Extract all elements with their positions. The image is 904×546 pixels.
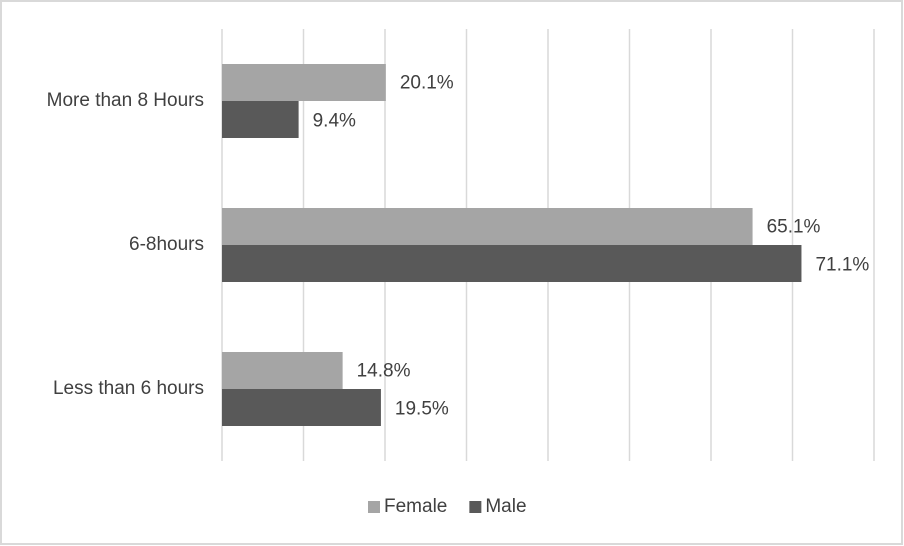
bar <box>222 245 802 282</box>
bar <box>222 101 299 138</box>
data-label: 71.1% <box>815 255 869 276</box>
data-label: 9.4% <box>313 111 356 132</box>
legend-label: Female <box>384 496 447 517</box>
bar <box>222 389 381 426</box>
y-tick-label: More than 8 Hours <box>47 90 204 111</box>
data-label: 19.5% <box>395 399 449 420</box>
bar <box>222 352 343 389</box>
legend-swatch <box>368 501 380 513</box>
data-label: 20.1% <box>400 73 454 94</box>
legend-label: Male <box>485 496 526 517</box>
bar <box>222 208 753 245</box>
bar <box>222 64 386 101</box>
data-label: 65.1% <box>767 217 821 238</box>
y-tick-label: 6-8hours <box>129 234 204 255</box>
y-tick-label: Less than 6 hours <box>53 378 204 399</box>
legend-swatch <box>469 501 482 513</box>
data-label: 14.8% <box>357 361 411 382</box>
